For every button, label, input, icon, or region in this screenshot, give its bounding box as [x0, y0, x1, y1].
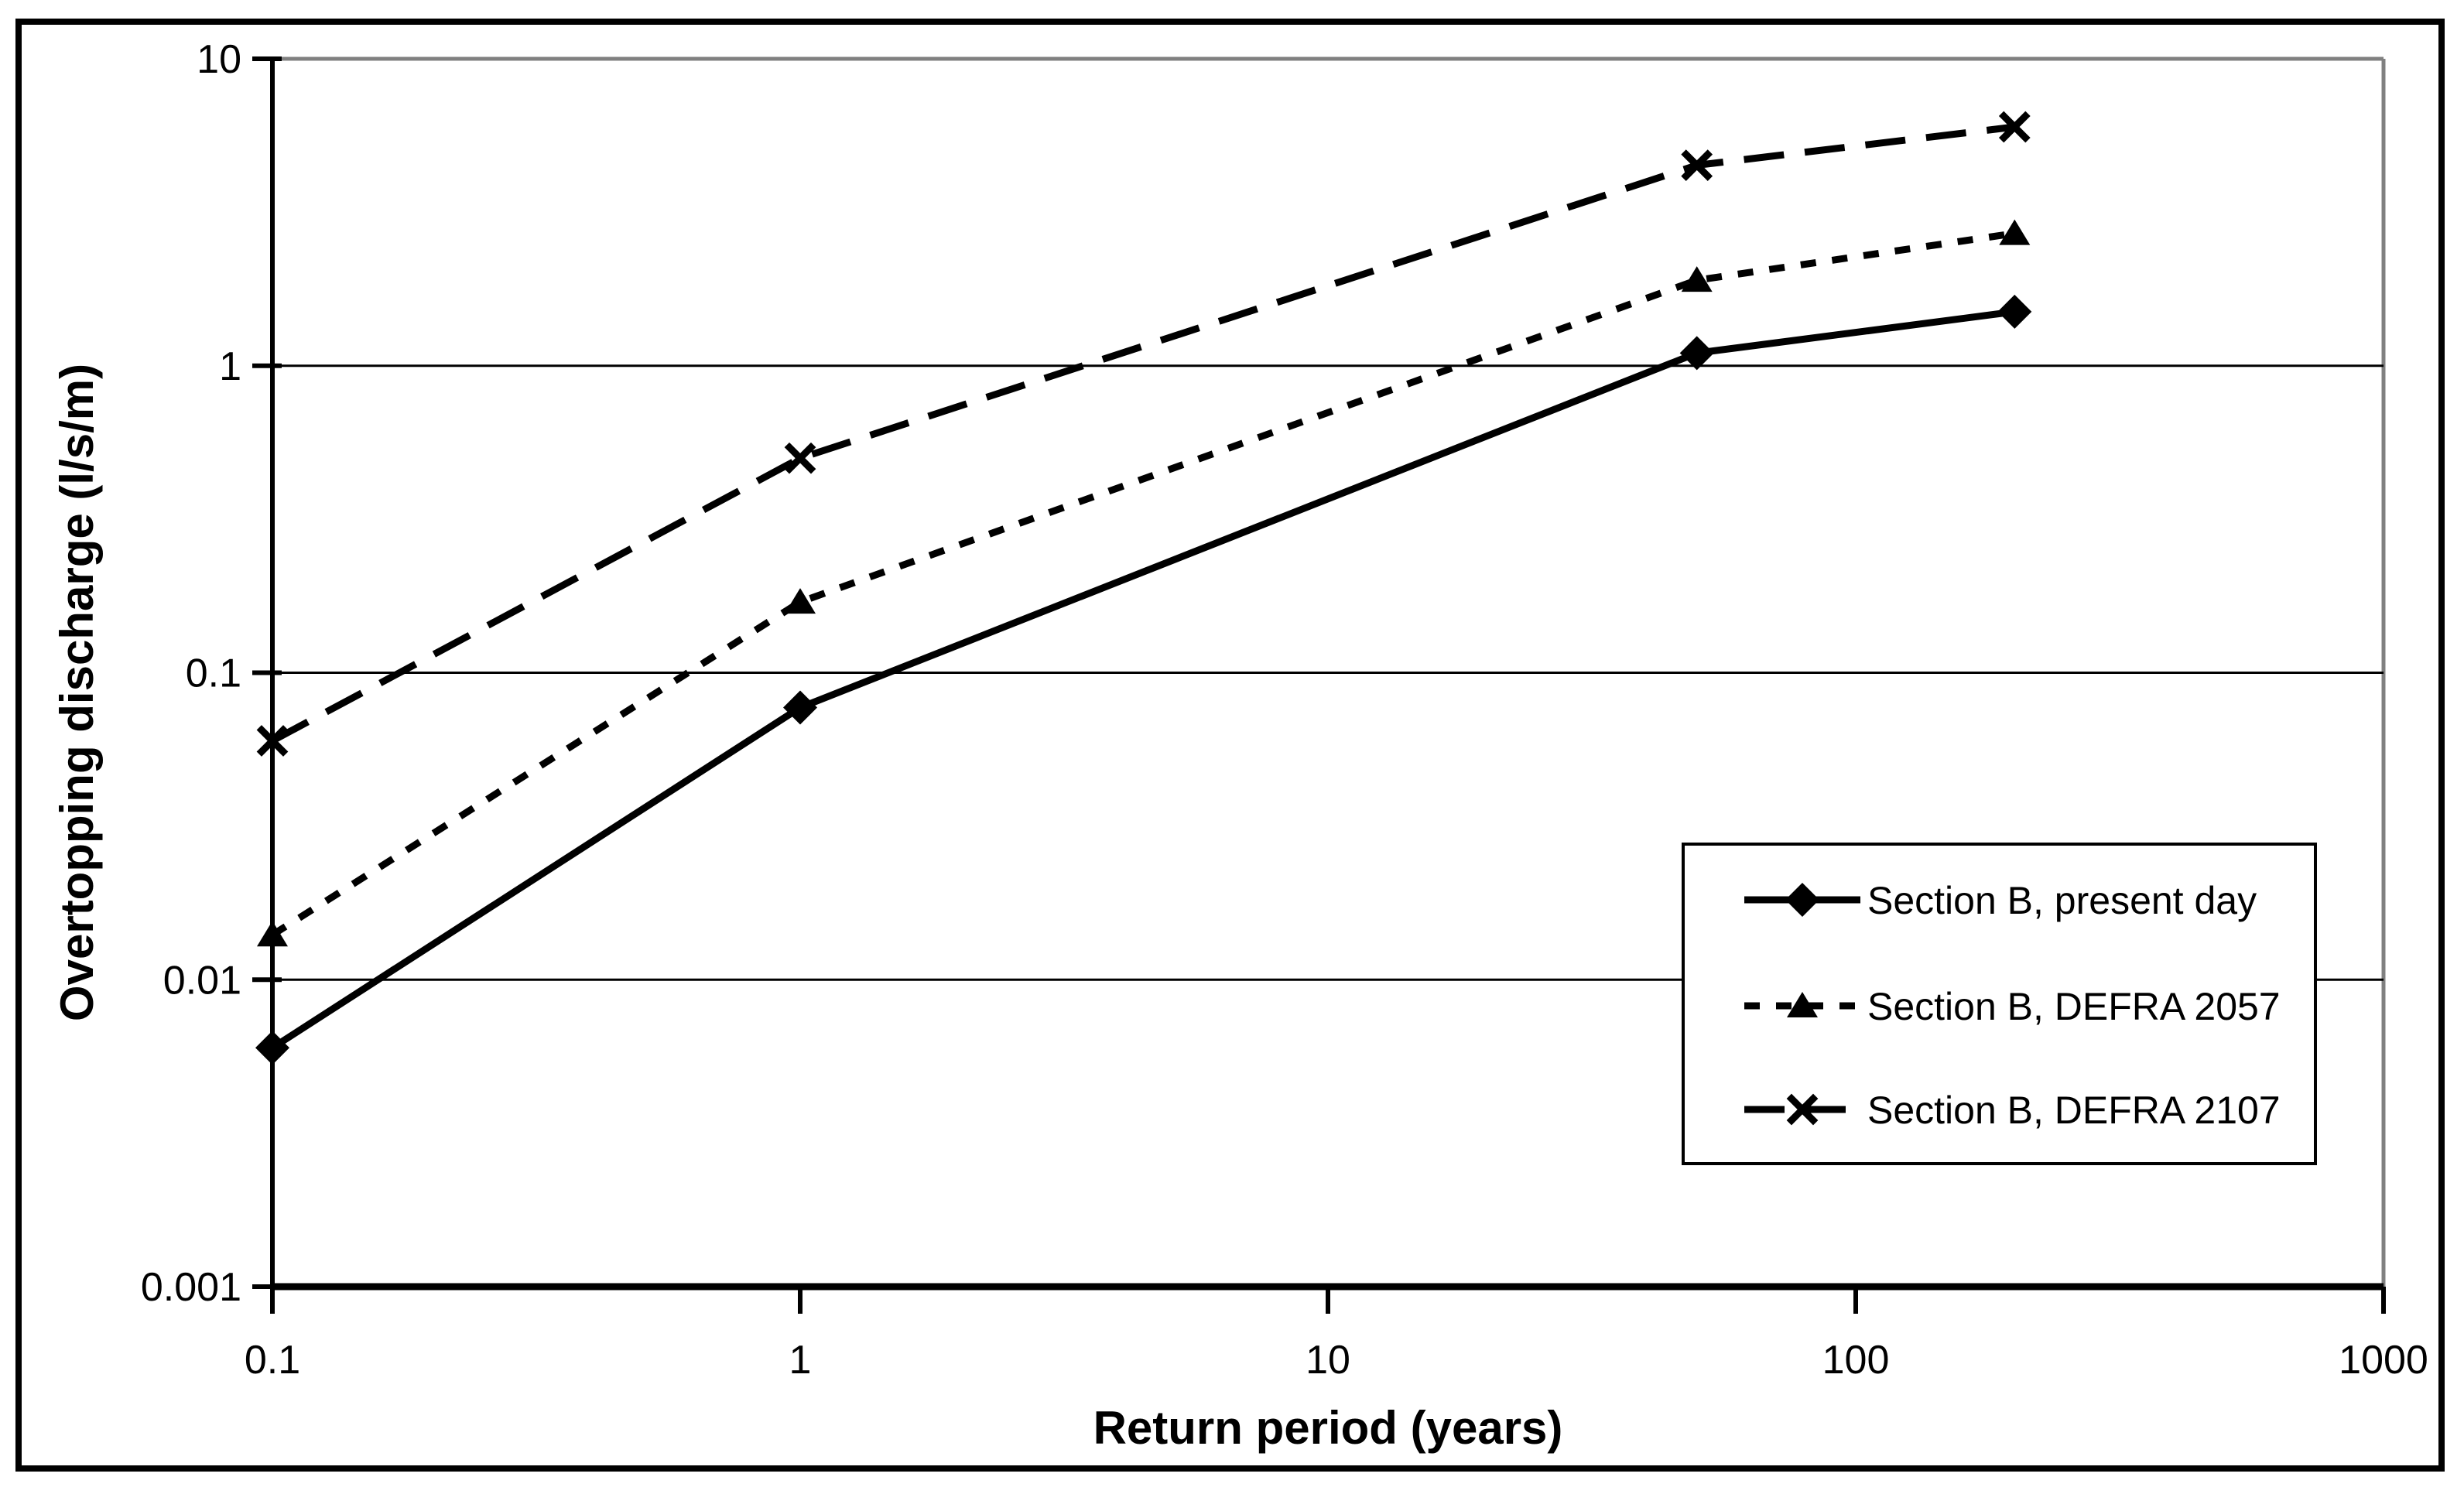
diamond-marker [1679, 336, 1714, 371]
diamond-marker [255, 1031, 289, 1065]
x-tick-label: 1 [789, 1338, 812, 1383]
y-tick-label: 0.001 [141, 1265, 241, 1310]
figure-border [15, 19, 2445, 1472]
series-line [270, 123, 2015, 744]
x-marker [256, 725, 289, 757]
legend: Section B, present day Section B, DEFRA 2… [1682, 843, 2317, 1165]
y-tick-label: 10 [197, 37, 241, 82]
series-line [270, 308, 2015, 1051]
legend-item: Section B, present day [1744, 879, 2257, 922]
x-marker [1786, 1093, 1819, 1126]
x-marker [784, 442, 816, 474]
diamond-marker [1785, 883, 1819, 917]
triangle-marker [1999, 219, 2031, 245]
y-axis-title: Overtopping discharge (l/s/m) [51, 364, 103, 1021]
y-tick-label: 0.1 [186, 651, 241, 696]
triangle-marker [1787, 992, 1818, 1017]
diamond-marker [1997, 294, 2032, 329]
legend-item: Section B, DEFRA 2057 [1744, 985, 2281, 1028]
x-tick-label: 10 [1306, 1338, 1350, 1383]
x-tick-label: 100 [1822, 1338, 1890, 1383]
legend-label: Section B, present day [1867, 879, 2257, 922]
legend-label: Section B, DEFRA 2107 [1867, 1089, 2281, 1132]
x-marker [1681, 149, 1713, 181]
y-tick-label: 1 [219, 344, 241, 389]
triangle-marker [785, 588, 816, 614]
triangle-marker [257, 921, 288, 947]
x-axis-title: Return period (years) [1093, 1402, 1563, 1454]
diamond-marker [783, 690, 817, 725]
series-line [270, 230, 2015, 938]
x-marker [1998, 111, 2031, 143]
triangle-marker [1681, 266, 1713, 292]
y-tick-label: 0.01 [163, 958, 241, 1003]
legend-item: Section B, DEFRA 2107 [1744, 1089, 2281, 1132]
legend-label: Section B, DEFRA 2057 [1867, 985, 2281, 1028]
x-tick-label: 0.1 [245, 1338, 300, 1383]
series-1 [255, 294, 2032, 1065]
series-3 [256, 111, 2031, 757]
x-tick-label: 1000 [2339, 1338, 2428, 1383]
series-2 [257, 219, 2031, 947]
